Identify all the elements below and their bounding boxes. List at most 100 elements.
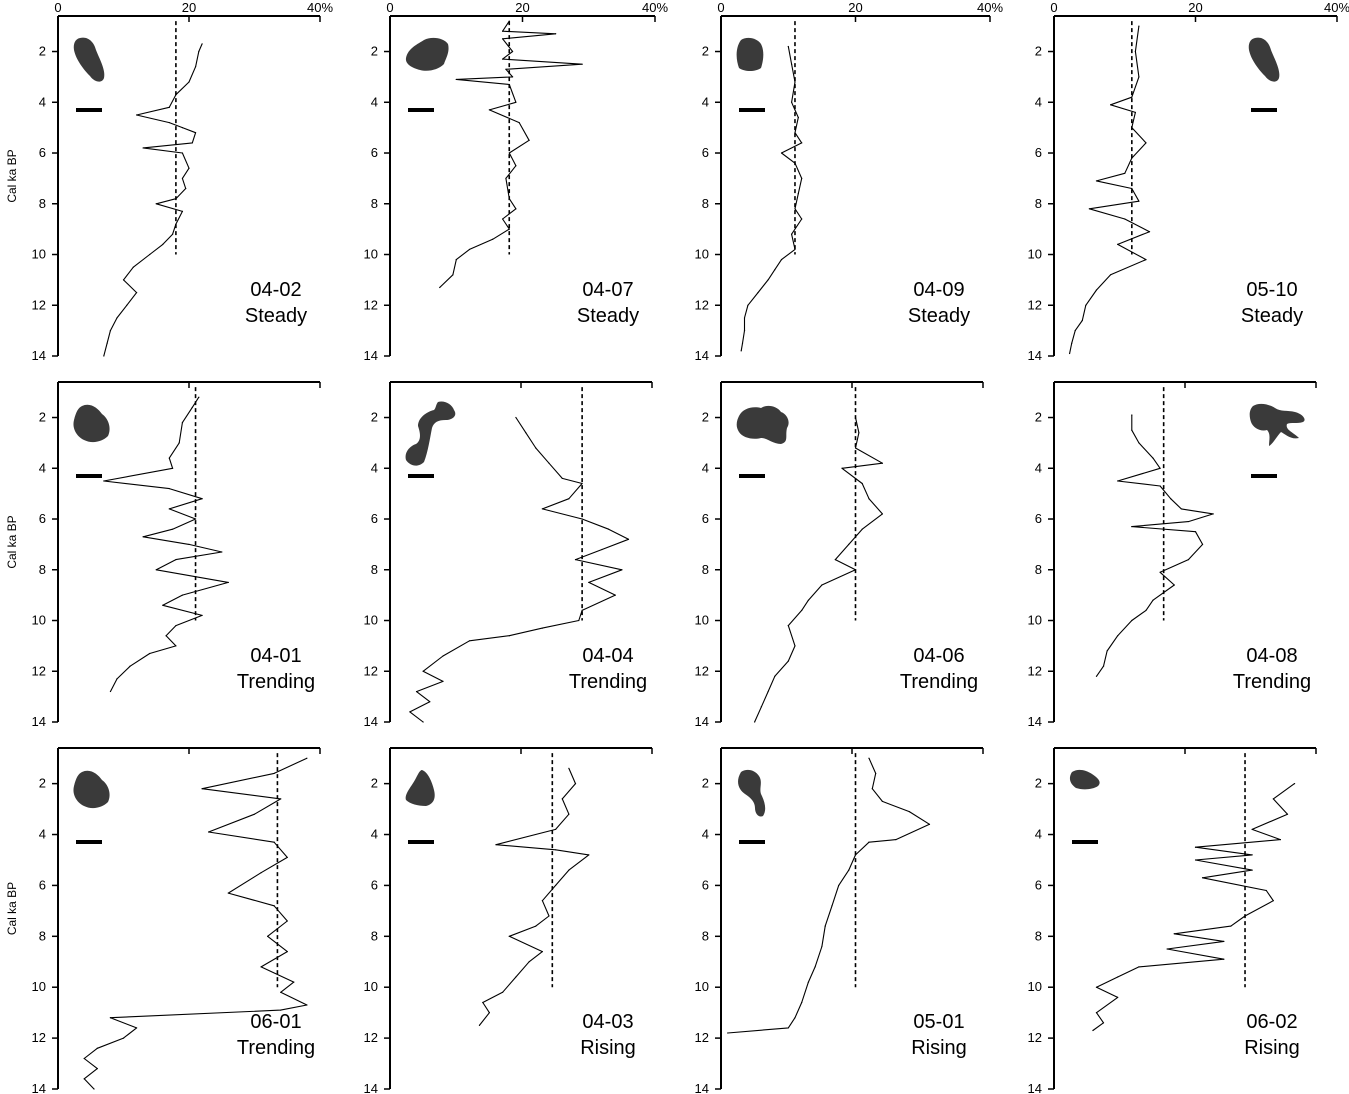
- data-point: [253, 813, 256, 815]
- y-tick-label: 8: [702, 196, 709, 211]
- data-point: [535, 447, 537, 449]
- data-point: [821, 584, 823, 586]
- particle-shape-icon: [405, 401, 456, 478]
- data-point: [1187, 559, 1190, 561]
- y-tick-label: 10: [695, 613, 709, 628]
- data-point: [838, 884, 840, 887]
- data-point: [548, 462, 550, 464]
- x-tick-label: 40%: [307, 0, 333, 15]
- data-point: [1159, 467, 1161, 469]
- data-point: [1194, 859, 1197, 861]
- y-tick-label: 10: [364, 979, 378, 994]
- data-point: [555, 884, 557, 887]
- data-point: [515, 165, 517, 167]
- data-point: [1180, 508, 1182, 510]
- y-tick-label: 14: [364, 348, 378, 363]
- series-line: [727, 757, 931, 1034]
- data-point: [1194, 531, 1197, 533]
- data-point: [260, 872, 262, 874]
- panel-04-02: 0 20 40% 2 4 6 8 10 12 14 Cal ka BP 04-02 Steady: [5, 0, 333, 363]
- data-point: [1279, 839, 1281, 841]
- x-tick-label: 40%: [642, 0, 668, 15]
- data-point: [1265, 889, 1267, 892]
- data-point: [415, 690, 418, 693]
- y-tick-label: 8: [702, 928, 709, 943]
- data-point: [286, 950, 288, 953]
- panel-05-01: 2 4 6 8 10 12 14 05-01 Rising: [695, 747, 984, 1094]
- data-point: [1138, 76, 1140, 78]
- data-point: [797, 193, 799, 195]
- data-point: [1201, 877, 1204, 879]
- data-point: [1110, 274, 1112, 276]
- y-tick-label: 6: [1035, 145, 1042, 160]
- y-tick-label: 10: [1028, 979, 1042, 994]
- data-point: [747, 304, 749, 306]
- data-point: [168, 508, 170, 510]
- data-point: [767, 690, 769, 693]
- data-point: [908, 811, 910, 813]
- y-tick-label: 4: [39, 827, 46, 842]
- data-point: [508, 198, 510, 200]
- data-point: [1131, 187, 1133, 190]
- data-point: [774, 675, 776, 677]
- data-point: [578, 619, 580, 622]
- data-point: [149, 652, 151, 655]
- y-tick-label: 10: [32, 979, 46, 994]
- y-tick-label: 8: [371, 928, 378, 943]
- y-tick-label: 4: [1035, 460, 1042, 475]
- data-point: [505, 68, 507, 70]
- data-point: [188, 81, 190, 83]
- y-tick-label: 12: [32, 663, 46, 678]
- data-point: [306, 757, 308, 759]
- x-tick-label: 20: [1188, 0, 1202, 15]
- irregular-blob-icon: [405, 37, 449, 71]
- rounded-blob-icon: [73, 404, 110, 443]
- panel-class-label: Trending: [900, 671, 978, 693]
- data-point: [1223, 940, 1225, 943]
- data-point: [581, 609, 583, 611]
- y-tick-label: 10: [1028, 613, 1042, 628]
- data-point: [1173, 584, 1175, 586]
- data-point: [116, 678, 118, 680]
- data-point: [194, 132, 197, 134]
- data-point: [103, 355, 105, 357]
- particle-shape-icon: [736, 405, 789, 478]
- data-point: [801, 1001, 803, 1004]
- data-point: [555, 849, 557, 851]
- data-point: [455, 78, 457, 81]
- y-tick-label: 2: [1035, 44, 1042, 59]
- y-tick-label: 8: [1035, 562, 1042, 577]
- data-point: [83, 1078, 85, 1080]
- x-tick-label: 0: [386, 0, 393, 15]
- data-point: [561, 477, 563, 480]
- data-point: [515, 101, 517, 103]
- particle-shape-icon: [405, 37, 449, 112]
- data-point: [106, 342, 108, 344]
- panel-class-label: Steady: [577, 305, 639, 327]
- data-point: [791, 63, 793, 65]
- data-point: [178, 442, 180, 444]
- panel-id-label: 04-02: [250, 279, 301, 301]
- data-point: [201, 614, 203, 617]
- y-tick-label: 14: [695, 1081, 709, 1094]
- y-tick-label: 6: [39, 877, 46, 892]
- data-point: [797, 116, 799, 119]
- elongated-oval-icon: [73, 37, 105, 82]
- y-tick-label: 6: [371, 877, 378, 892]
- panel-04-01: 2 4 6 8 10 12 14 Cal ka BP 04-01 Trending: [5, 381, 321, 729]
- data-point: [422, 670, 424, 672]
- data-point: [780, 152, 783, 154]
- panel-04-08: 2 4 6 8 10 12 14 04-08 Trending: [1028, 381, 1317, 729]
- y-tick-label: 8: [39, 562, 46, 577]
- y-tick-label: 2: [39, 44, 46, 59]
- data-point: [168, 121, 170, 124]
- y-tick-label: 2: [1035, 776, 1042, 791]
- y-tick-label: 4: [702, 460, 709, 475]
- data-point: [188, 543, 190, 545]
- data-point: [201, 43, 203, 45]
- y-tick-label: 8: [39, 928, 46, 943]
- data-point: [1187, 520, 1190, 523]
- data-point: [116, 317, 118, 319]
- y-tick-label: 4: [39, 460, 46, 475]
- data-point: [455, 258, 457, 261]
